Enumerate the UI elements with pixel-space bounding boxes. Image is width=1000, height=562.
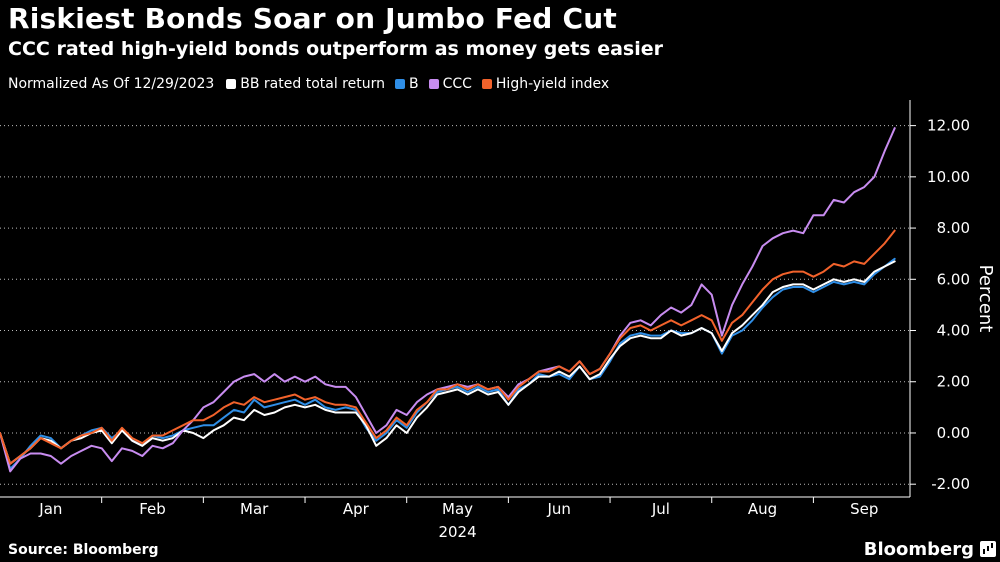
x-tick-label: Mar (240, 500, 269, 518)
x-tick-label: Apr (343, 500, 370, 518)
legend-label-bb: BB rated total return (240, 76, 385, 92)
y-axis-title: Percent (975, 265, 996, 333)
y-tick-label: 2.00 (937, 373, 970, 391)
x-tick-label: Jan (38, 500, 62, 518)
legend-label-b: B (408, 76, 419, 92)
series-line-bb-rated-total-return (0, 260, 896, 465)
legend-label-high-yield: High-yield index (495, 76, 610, 92)
series-line-b (0, 257, 896, 470)
axes (0, 100, 916, 503)
x-tick-label: Aug (748, 500, 777, 518)
x-axis-title: 2024 (438, 523, 476, 541)
legend-swatch-b (394, 79, 405, 89)
legend-swatch-bb (226, 79, 237, 89)
x-tick-label: May (442, 500, 473, 518)
legend-item-bb: BB rated total return (226, 76, 385, 92)
legend-item-b: B (394, 76, 419, 92)
bloomberg-logo: Bloomberg (863, 539, 974, 560)
legend-label-ccc: CCC (442, 76, 472, 92)
y-tick-label: -2.00 (931, 475, 970, 493)
source-note: Source: Bloomberg (8, 542, 159, 558)
chart-title: Riskiest Bonds Soar on Jumbo Fed Cut (8, 2, 617, 35)
tick-labels: -2.00 0.00 2.00 4.00 6.00 8.00 10.00 12.00 Jan Fe… (38, 117, 996, 541)
legend-item-ccc: CCC (428, 76, 472, 92)
y-tick-label: 6.00 (937, 270, 970, 288)
y-tick-label: 12.00 (927, 117, 970, 135)
gridlines (0, 125, 910, 485)
x-tick-label: Jun (546, 500, 570, 518)
y-tick-label: 8.00 (937, 219, 970, 237)
legend-swatch-high-yield (481, 79, 492, 89)
series-lines (0, 127, 896, 473)
x-tick-label: Jul (651, 500, 670, 518)
x-tick-label: Sep (850, 500, 878, 518)
legend-swatch-ccc (428, 79, 439, 89)
legend: Normalized As Of 12/29/2023 BB rated tot… (8, 76, 619, 92)
x-tick-label: Feb (139, 500, 166, 518)
y-tick-label: 0.00 (937, 424, 970, 442)
legend-item-high-yield: High-yield index (481, 76, 610, 92)
series-line-ccc (0, 127, 896, 473)
series-line-high-yield-index (0, 229, 896, 465)
chart-subtitle: CCC rated high-yield bonds outperform as… (8, 38, 663, 60)
y-tick-label: 10.00 (927, 168, 970, 186)
bloomberg-chart-icon (980, 541, 996, 557)
y-tick-label: 4.00 (937, 322, 970, 340)
normalization-note: Normalized As Of 12/29/2023 (8, 76, 215, 92)
